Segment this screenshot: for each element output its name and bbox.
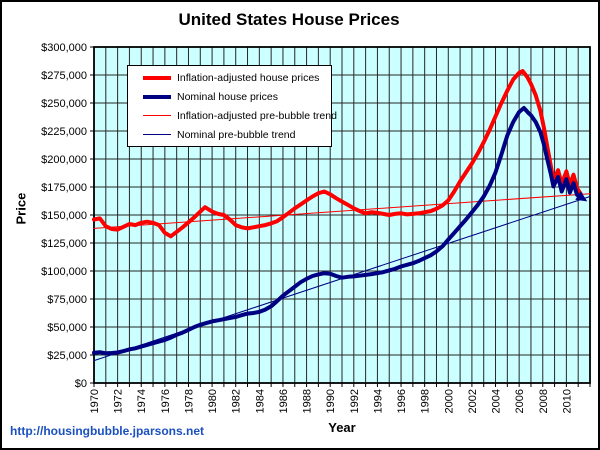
series-end-arrow-icon xyxy=(575,191,588,202)
svg-text:$200,000: $200,000 xyxy=(41,154,87,166)
svg-text:$25,000: $25,000 xyxy=(47,350,87,362)
y-axis-title: Price xyxy=(13,192,29,225)
svg-text:1996: 1996 xyxy=(396,389,408,413)
legend-line-sample-nominal xyxy=(143,94,171,99)
legend-line-sample-nominal-trend xyxy=(143,134,171,135)
legend-item: Inflation-adjusted house prices xyxy=(128,68,331,87)
svg-text:2010: 2010 xyxy=(561,389,573,413)
legend-item: Nominal house prices xyxy=(128,87,331,106)
legend-item: Nominal pre-bubble trend xyxy=(128,125,331,144)
svg-text:1982: 1982 xyxy=(231,389,243,413)
svg-text:1976: 1976 xyxy=(160,389,172,413)
source-link[interactable]: http://housingbubble.jparsons.net xyxy=(10,424,204,438)
svg-text:1994: 1994 xyxy=(372,389,384,413)
svg-text:1978: 1978 xyxy=(183,389,195,413)
svg-text:$250,000: $250,000 xyxy=(41,98,87,110)
svg-text:2002: 2002 xyxy=(467,389,479,413)
svg-text:1988: 1988 xyxy=(302,389,314,413)
svg-text:$0: $0 xyxy=(75,378,87,390)
svg-text:2004: 2004 xyxy=(491,389,503,413)
svg-text:1974: 1974 xyxy=(136,389,148,413)
svg-text:1990: 1990 xyxy=(325,389,337,413)
y-tick-labels: $0 $25,000 $50,000 $75,000 $100,000 $125,000 $… xyxy=(41,42,87,390)
svg-text:$225,000: $225,000 xyxy=(41,126,87,138)
svg-text:$50,000: $50,000 xyxy=(47,322,87,334)
svg-text:2000: 2000 xyxy=(443,389,455,413)
svg-text:$75,000: $75,000 xyxy=(47,294,87,306)
svg-text:$150,000: $150,000 xyxy=(41,210,87,222)
svg-text:1970: 1970 xyxy=(89,389,101,413)
svg-text:2006: 2006 xyxy=(514,389,526,413)
svg-text:1984: 1984 xyxy=(254,389,266,413)
legend-label: Nominal house prices xyxy=(177,90,278,103)
legend-label: Inflation-adjusted house prices xyxy=(177,71,320,84)
series-inflation-adjusted-house-prices xyxy=(92,69,583,239)
plot-border xyxy=(93,46,591,384)
series-inflation-adjusted-pre-bubble-trend xyxy=(93,193,591,229)
svg-text:1998: 1998 xyxy=(420,389,432,413)
legend-item: Inflation-adjusted pre-bubble trend xyxy=(128,106,337,125)
svg-text:1980: 1980 xyxy=(207,389,219,413)
legend-label: Nominal pre-bubble trend xyxy=(177,128,296,141)
svg-text:1986: 1986 xyxy=(278,389,290,413)
svg-text:1972: 1972 xyxy=(113,389,125,413)
svg-text:1992: 1992 xyxy=(349,389,361,413)
svg-text:$275,000: $275,000 xyxy=(41,70,87,82)
legend-line-sample-inflation-adjusted xyxy=(143,75,171,80)
svg-text:$175,000: $175,000 xyxy=(41,182,87,194)
chart-title: United States House Prices xyxy=(178,10,400,29)
svg-text:$125,000: $125,000 xyxy=(41,238,87,250)
legend-label: Inflation-adjusted pre-bubble trend xyxy=(177,109,337,122)
svg-text:$100,000: $100,000 xyxy=(41,266,87,278)
x-axis-title: Year xyxy=(328,420,356,435)
x-tick-labels: 1970 1972 1974 1976 1978 1980 1982 1984 1986 1988… xyxy=(89,389,573,413)
svg-text:$300,000: $300,000 xyxy=(41,42,87,54)
legend: Inflation-adjusted house prices Nominal … xyxy=(127,65,337,147)
svg-text:2008: 2008 xyxy=(538,389,550,413)
series-nominal-house-prices xyxy=(92,106,583,356)
legend-line-sample-inflation-trend xyxy=(143,115,171,116)
